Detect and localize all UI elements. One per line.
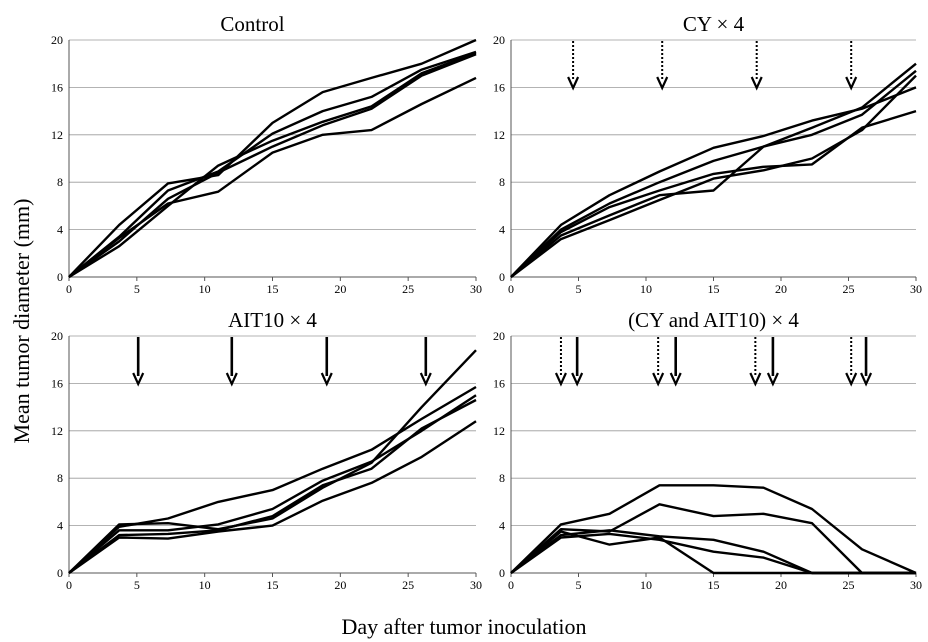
x-tick-label: 5 [134,282,140,296]
x-tick-label: 30 [910,282,922,296]
ait10-arrow-head [571,372,584,387]
ait10-arrow-head [766,372,779,387]
y-tick-label: 12 [493,424,505,438]
x-tick-label: 20 [334,578,346,592]
x-tick-label: 30 [470,282,482,296]
x-axis-label: Day after tumor inoculation [341,614,587,639]
series-line-4 [510,69,917,278]
ait10-arrow-head [419,372,432,387]
cy-arrow-head [652,372,665,387]
x-tick-label: 0 [66,578,72,592]
x-tick-label: 30 [910,578,922,592]
series-line-1 [68,38,477,278]
x-tick-label: 20 [334,282,346,296]
x-tick-label: 0 [66,282,72,296]
panel-title: CY × 4 [683,12,745,36]
panel-title: (CY and AIT10) × 4 [628,308,799,332]
ait10-arrow-head [225,372,238,387]
panel-title: Control [220,12,284,36]
y-tick-label: 4 [499,519,505,533]
x-tick-label: 25 [402,578,414,592]
x-tick-label: 30 [470,578,482,592]
panel-4: 0 4 8 12 16 20 0 5 10 15 20 25 30 (CY and AIT10) × 4 [493,308,922,592]
y-tick-label: 12 [51,424,63,438]
x-tick-label: 5 [576,578,582,592]
x-tick-label: 15 [267,578,279,592]
y-tick-label: 4 [57,223,63,237]
y-tick-label: 16 [51,80,63,94]
series-line-4 [68,398,477,574]
y-tick-label: 0 [57,566,63,580]
y-tick-label: 0 [499,270,505,284]
x-tick-label: 25 [843,282,855,296]
x-tick-label: 5 [576,282,582,296]
y-tick-label: 16 [51,376,63,390]
series-line-3 [68,51,477,279]
y-tick-label: 4 [57,519,63,533]
x-tick-label: 20 [775,282,787,296]
y-axis-label-container: Mean tumor diameter (mm) [0,0,40,520]
y-tick-label: 8 [57,471,63,485]
x-tick-label: 0 [508,282,514,296]
panel-3: 0 4 8 12 16 20 0 5 10 15 20 25 30 AIT10 × 4 [51,308,482,592]
series-line-1 [510,484,917,575]
y-axis-label: Mean tumor diameter (mm) [9,198,34,444]
y-tick-label: 8 [57,175,63,189]
x-tick-label: 15 [708,578,720,592]
y-tick-label: 20 [493,33,505,47]
series-line-5 [68,76,477,278]
y-tick-label: 16 [493,376,505,390]
series-line-2 [510,62,917,278]
panel-title: AIT10 × 4 [228,308,317,332]
y-tick-label: 20 [51,329,63,343]
cy-arrow-head [656,76,669,91]
y-tick-label: 4 [499,223,505,237]
y-tick-label: 20 [51,33,63,47]
cy-arrow-head [845,372,858,387]
x-tick-label: 5 [134,578,140,592]
y-tick-label: 16 [493,80,505,94]
panel-1: 0 4 8 12 16 20 0 5 10 15 20 25 30 Control [51,12,482,296]
x-tick-label: 15 [708,282,720,296]
x-tick-label: 10 [199,578,211,592]
series-line-3 [510,109,917,278]
cy-arrow-head [567,76,580,91]
cy-arrow-head [749,372,762,387]
panel-2: 0 4 8 12 16 20 0 5 10 15 20 25 30 CY × 4 [493,12,922,296]
x-tick-label: 15 [267,282,279,296]
y-tick-label: 0 [499,566,505,580]
series-line-5 [510,530,916,575]
x-tick-label: 0 [508,578,514,592]
y-tick-label: 0 [57,270,63,284]
cy-arrow-head [554,372,567,387]
y-tick-label: 8 [499,471,505,485]
series-line-5 [510,74,917,278]
y-tick-label: 20 [493,329,505,343]
y-tick-label: 8 [499,175,505,189]
series-line-1 [510,86,917,278]
cy-arrow-head [845,76,858,91]
series-line-5 [68,420,477,574]
x-tick-label: 25 [402,282,414,296]
ait10-arrow-head [132,372,145,387]
ait10-arrow-head [860,372,873,387]
x-tick-label: 20 [775,578,787,592]
cy-arrow-head [750,76,763,91]
ait10-arrow-head [320,372,333,387]
series-line-2 [68,50,477,278]
x-tick-label: 10 [640,578,652,592]
x-tick-label: 10 [199,282,211,296]
y-tick-label: 12 [493,128,505,142]
series-line-2 [510,503,916,575]
y-tick-label: 12 [51,128,63,142]
series-line-2 [68,385,477,574]
x-tick-label: 25 [843,578,855,592]
ait10-arrow-head [669,372,682,387]
x-tick-label: 10 [640,282,652,296]
